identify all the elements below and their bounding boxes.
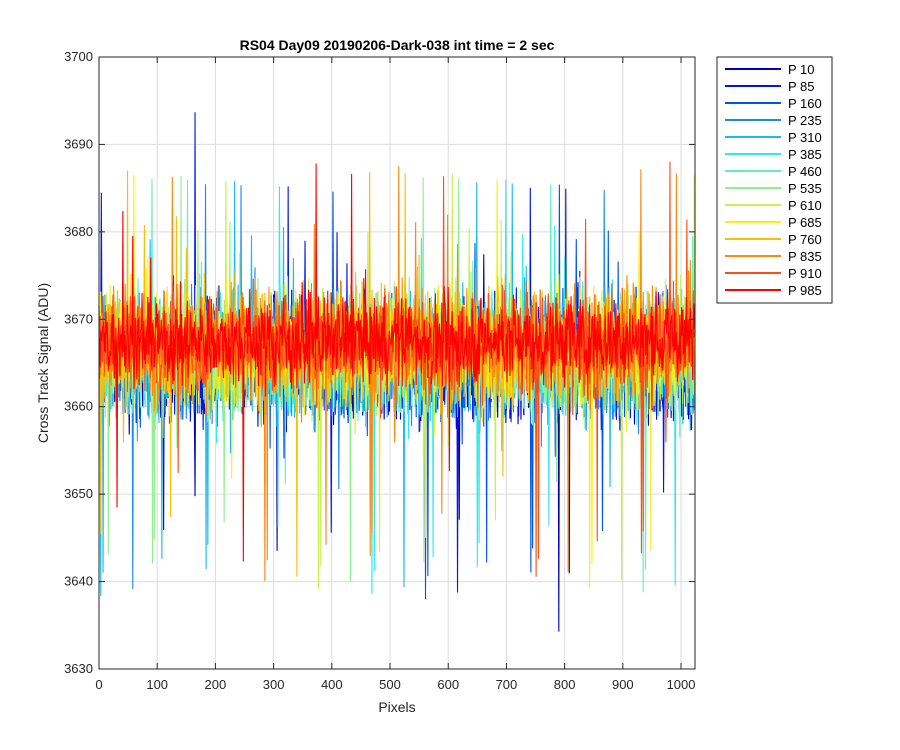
x-tick-label: 100 bbox=[146, 677, 168, 692]
x-tick-label: 0 bbox=[95, 677, 102, 692]
x-tick-label: 300 bbox=[263, 677, 285, 692]
x-tick-label: 1000 bbox=[667, 677, 696, 692]
legend-box bbox=[716, 56, 833, 304]
series-line-p-985 bbox=[98, 163, 695, 562]
y-tick-label: 3670 bbox=[64, 311, 93, 326]
legend-label: P 310 bbox=[788, 130, 822, 145]
y-tick-label: 3680 bbox=[64, 224, 93, 239]
x-tick-label: 600 bbox=[437, 677, 459, 692]
chart-title: RS04 Day09 20190206-Dark-038 int time = … bbox=[240, 37, 555, 53]
legend-label: P 835 bbox=[788, 249, 822, 264]
legend: P 10 P 85 P 160 P 235 P 310 P 385 P 460 P 535 P … bbox=[716, 56, 833, 304]
legend-label: P 910 bbox=[788, 266, 822, 281]
x-tick-label: 400 bbox=[321, 677, 343, 692]
x-tick-label: 800 bbox=[554, 677, 576, 692]
legend-label: P 85 bbox=[788, 79, 815, 94]
legend-label: P 535 bbox=[788, 181, 822, 196]
x-tick-label: 500 bbox=[379, 677, 401, 692]
y-axis-label: Cross Track Signal (ADU) bbox=[35, 283, 51, 443]
x-tick-label: 900 bbox=[612, 677, 634, 692]
y-tick-label: 3700 bbox=[64, 49, 93, 64]
y-tick-label: 3640 bbox=[64, 574, 93, 589]
legend-label: P 760 bbox=[788, 232, 822, 247]
x-tick-label: 700 bbox=[496, 677, 518, 692]
y-tick-label: 3660 bbox=[64, 399, 93, 414]
legend-label: P 160 bbox=[788, 96, 822, 111]
legend-label: P 385 bbox=[788, 147, 822, 162]
axis-ticks: 0 100 200 300 400 500 600 700 800 900 1000 3630 3640… bbox=[64, 49, 695, 692]
legend-label: P 685 bbox=[788, 215, 822, 230]
y-tick-label: 3630 bbox=[64, 661, 93, 676]
legend-label: P 235 bbox=[788, 113, 822, 128]
legend-label: P 985 bbox=[788, 283, 822, 298]
y-tick-label: 3690 bbox=[64, 136, 93, 151]
x-axis-label: Pixels bbox=[378, 699, 415, 715]
y-tick-label: 3650 bbox=[64, 486, 93, 501]
x-tick-label: 200 bbox=[205, 677, 227, 692]
legend-label: P 10 bbox=[788, 62, 815, 77]
legend-label: P 610 bbox=[788, 198, 822, 213]
legend-label: P 460 bbox=[788, 164, 822, 179]
plot-frame bbox=[98, 56, 696, 670]
series-lines bbox=[98, 112, 695, 632]
series-line-p-910 bbox=[98, 161, 695, 577]
